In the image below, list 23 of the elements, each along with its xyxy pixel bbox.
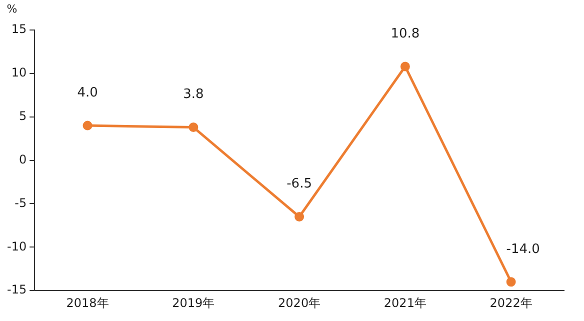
point bbox=[400, 62, 410, 72]
y-tick-label: 15 bbox=[11, 22, 27, 36]
point bbox=[294, 212, 304, 222]
x-tick-label: 2018年 bbox=[66, 296, 109, 310]
data-label: -14.0 bbox=[506, 242, 540, 257]
y-axis-title: % bbox=[6, 2, 18, 16]
data-label: 3.8 bbox=[183, 87, 204, 102]
y-tick-label: 0 bbox=[18, 152, 27, 166]
point bbox=[188, 122, 198, 132]
x-tick-label: 2020年 bbox=[278, 296, 321, 310]
data-label: -6.5 bbox=[286, 176, 312, 192]
point bbox=[82, 120, 92, 130]
y-tick-label: -15 bbox=[6, 282, 27, 297]
data-label: 10.8 bbox=[390, 26, 420, 42]
y-tick-label: -10 bbox=[6, 239, 27, 254]
y-tick-label: 10 bbox=[11, 66, 27, 80]
y-tick-label: 5 bbox=[18, 108, 27, 123]
point bbox=[506, 277, 516, 287]
y-tick-label: -5 bbox=[14, 196, 27, 210]
data-label: 4.0 bbox=[77, 85, 98, 100]
x-tick-label: 2022年 bbox=[490, 296, 532, 310]
x-tick-label: 2021年 bbox=[384, 296, 426, 310]
x-tick-label: 2019年 bbox=[172, 296, 215, 310]
